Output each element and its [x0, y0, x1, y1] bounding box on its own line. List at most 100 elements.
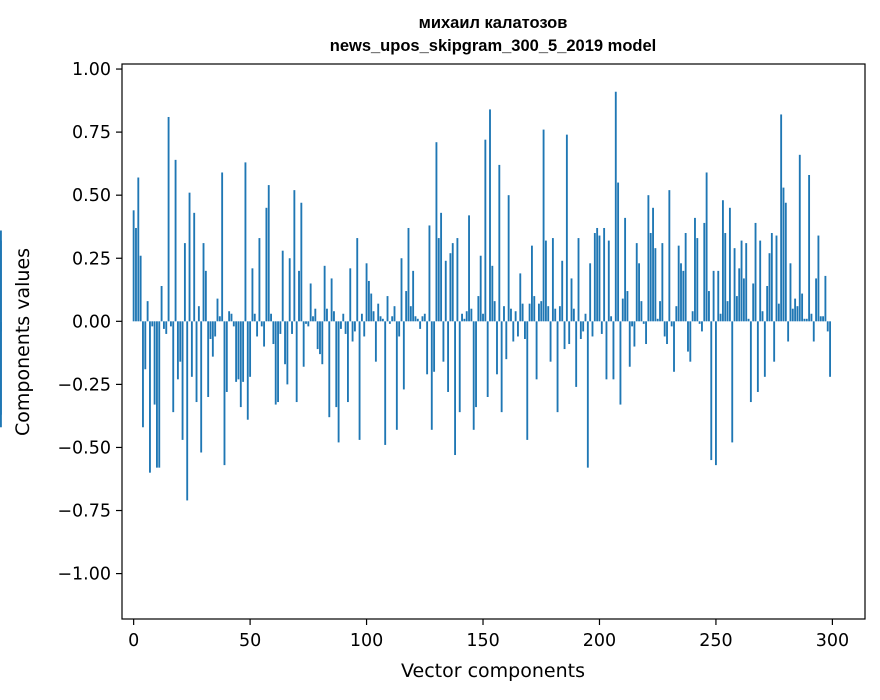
bar-195 — [586, 321, 589, 468]
bar-169 — [526, 321, 529, 440]
plot-frame — [121, 63, 866, 620]
bar-258 — [733, 248, 736, 322]
bar-291 — [810, 313, 813, 322]
x-tick-label: 0 — [128, 631, 139, 651]
bar-244 — [701, 321, 703, 332]
bar-220 — [645, 321, 647, 345]
bar-191 — [577, 238, 580, 322]
bar-204 — [607, 240, 610, 322]
bar-143 — [465, 311, 468, 322]
bar-223 — [652, 207, 654, 322]
bar-99 — [363, 321, 366, 337]
bar-286 — [798, 154, 801, 322]
bar-60 — [272, 321, 275, 345]
bar-24 — [188, 192, 191, 322]
bar-37 — [218, 316, 221, 322]
bar-133 — [442, 321, 445, 362]
bar-202 — [603, 227, 606, 322]
bar-263 — [745, 243, 748, 322]
bar-194 — [584, 313, 587, 322]
bar-32 — [207, 321, 210, 397]
bar-80 — [319, 321, 321, 355]
bar-71 — [298, 270, 300, 322]
bar-266 — [752, 283, 755, 322]
bar-278 — [780, 114, 783, 322]
bar-48 — [244, 162, 247, 322]
bar-23 — [186, 321, 189, 501]
bar-246 — [705, 172, 708, 322]
bar-127 — [428, 225, 431, 322]
bar-247 — [708, 291, 710, 322]
x-tick-label: 250 — [699, 631, 732, 651]
bar-203 — [605, 321, 608, 380]
bar-144 — [468, 215, 470, 322]
chart-subtitle: news_upos_skipgram_300_5_2019 model — [330, 37, 657, 55]
bar-18 — [174, 159, 177, 322]
bar-229 — [666, 321, 668, 345]
bar-68 — [291, 321, 293, 334]
bar-31 — [204, 270, 207, 322]
bar-69 — [293, 190, 296, 322]
bar-277 — [777, 303, 780, 322]
bar-103 — [372, 311, 375, 322]
bar-25 — [190, 321, 193, 377]
bar-274 — [770, 233, 773, 322]
bar-65 — [284, 321, 286, 365]
bar-165 — [517, 321, 519, 337]
bar-111 — [391, 316, 394, 322]
bar-259 — [735, 296, 738, 322]
bar-210 — [621, 298, 624, 322]
bar-141 — [461, 313, 463, 322]
bar-198 — [593, 233, 596, 322]
bar-72 — [300, 202, 303, 322]
bar-293 — [815, 278, 818, 322]
bar-26 — [193, 212, 196, 322]
bar-59 — [270, 313, 272, 322]
bar-136 — [449, 253, 452, 322]
bar-241 — [694, 217, 696, 322]
bar-119 — [409, 306, 412, 322]
bar-109 — [386, 296, 389, 322]
bar-179 — [549, 321, 552, 362]
bar-56 — [263, 321, 266, 347]
bar-22 — [183, 243, 186, 322]
bar-118 — [407, 227, 410, 322]
bar-50 — [249, 321, 252, 377]
bar-264 — [747, 318, 750, 322]
bar-180 — [551, 238, 554, 322]
bar-10 — [156, 321, 158, 468]
bar-267 — [754, 222, 757, 322]
bar-176 — [542, 129, 545, 322]
bar-175 — [540, 301, 543, 322]
bar-211 — [624, 217, 627, 322]
bar-184 — [561, 260, 564, 322]
bar-43 — [232, 321, 235, 327]
bar-41 — [228, 311, 231, 322]
bar-107 — [381, 318, 384, 322]
bar-188 — [570, 278, 573, 322]
bar-13 — [162, 321, 165, 329]
bar-34 — [211, 321, 214, 357]
bar-207 — [614, 91, 617, 322]
bar-35 — [214, 321, 217, 337]
bar-242 — [696, 238, 699, 322]
bar-55 — [260, 321, 263, 327]
bar-102 — [370, 293, 373, 322]
chart-title: михаил калатозов — [419, 14, 568, 32]
bar-131 — [437, 238, 440, 322]
bar-110 — [388, 321, 391, 324]
bar-38 — [221, 172, 224, 322]
bar-288 — [803, 318, 806, 322]
bar-114 — [398, 321, 401, 337]
x-tick-label: 100 — [350, 631, 383, 651]
bar-181 — [554, 308, 557, 322]
bar-12 — [160, 286, 163, 322]
bar-51 — [251, 268, 254, 322]
bar-139 — [456, 238, 459, 322]
bar-283 — [791, 308, 794, 322]
bar-282 — [789, 263, 792, 322]
bar-252 — [719, 313, 722, 322]
bar-130 — [435, 142, 438, 322]
bar-2 — [137, 177, 140, 322]
